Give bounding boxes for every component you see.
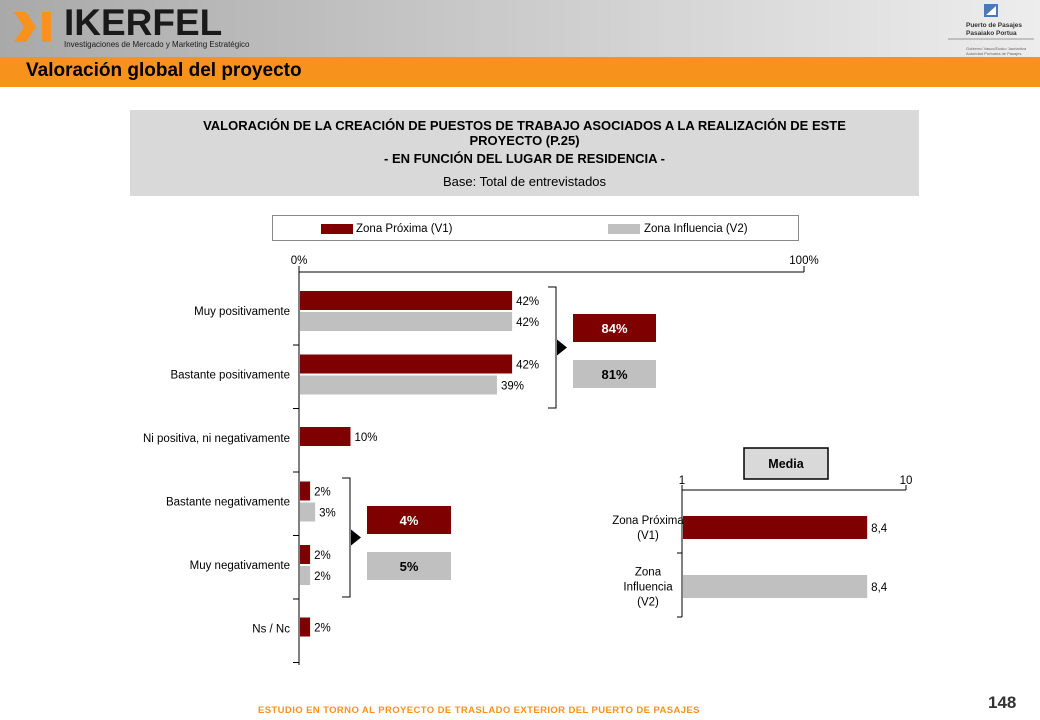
- media-bar: [683, 575, 868, 598]
- category-label: Muy positivamente: [194, 306, 290, 318]
- bar-label-v2: 42%: [516, 317, 539, 329]
- total-label-v2-positive: 81%: [601, 367, 627, 382]
- legend-swatch-v2: [608, 224, 640, 234]
- bar-label-v1: 2%: [314, 550, 331, 562]
- bar-v1: [300, 545, 311, 564]
- page-title: Valoración global del proyecto: [26, 60, 302, 81]
- subtitle-base: Base: Total de entrevistados: [442, 174, 607, 189]
- media-x-tick-label: 10: [900, 475, 913, 487]
- category-label: Ns / Nc: [252, 624, 290, 636]
- category-label: Muy negativamente: [190, 560, 290, 572]
- bracket-positive: [548, 286, 557, 409]
- media-title: Media: [768, 457, 804, 471]
- total-box-v2-negative: [367, 552, 451, 580]
- total-label-v1-positive: 84%: [601, 321, 627, 336]
- bar-label-v1: 10%: [355, 432, 378, 444]
- subtitle-line3: - EN FUNCIÓN DEL LUGAR DE RESIDENCIA -: [384, 151, 665, 166]
- x-tick-label: 100%: [789, 255, 818, 267]
- media-category-label: Influencia: [623, 582, 673, 594]
- port-subtext: Gobierno Vasco/Eusko Jaurlaritza Autorid…: [966, 46, 1026, 56]
- bar-label-v1: 42%: [516, 296, 539, 308]
- bracket-negative: [342, 477, 351, 598]
- bar-label-v1: 42%: [516, 360, 539, 372]
- total-box-v2-positive: [573, 360, 656, 388]
- media-category-label: Zona: [635, 567, 662, 579]
- legend-label-v1: Zona Próxima (V1): [356, 223, 453, 235]
- port-name-line2: Pasaiako Portua: [966, 30, 1017, 37]
- port-logo-icon: [948, 4, 1034, 40]
- media-bar: [683, 516, 868, 539]
- total-label-v2-negative: 5%: [400, 559, 419, 574]
- bar-label-v2: 2%: [314, 571, 331, 583]
- page-number: 148: [988, 693, 1017, 712]
- media-bar-label: 8,4: [871, 582, 888, 594]
- port-sub-line1: Gobierno Vasco/Eusko Jaurlaritza: [966, 46, 1027, 51]
- bracket-negative-arrow: [351, 529, 361, 546]
- subtitle-line1: VALORACIÓN DE LA CREACIÓN DE PUESTOS DE …: [203, 118, 846, 133]
- port-name: Puerto de Pasajes Pasaiako Portua: [966, 22, 1022, 38]
- bar-v2: [300, 502, 316, 522]
- category-label: Ni positiva, ni negativamente: [143, 433, 290, 445]
- chart-subtitle-box: VALORACIÓN DE LA CREACIÓN DE PUESTOS DE …: [130, 110, 919, 196]
- header-band: [0, 0, 1040, 57]
- port-sub-line2: Autoridad Portuaria de Pasajes: [966, 51, 1022, 56]
- bar-v2: [300, 375, 497, 395]
- total-label-v1-negative: 4%: [400, 513, 419, 528]
- bar-v2: [300, 566, 311, 585]
- footer-text: ESTUDIO EN TORNO AL PROYECTO DE TRASLADO…: [258, 705, 700, 716]
- total-box-v1-positive: [573, 314, 656, 342]
- total-box-v1-negative: [367, 506, 451, 534]
- subtitle-line2: PROYECTO (P.25): [469, 133, 580, 148]
- port-name-line1: Puerto de Pasajes: [966, 22, 1022, 29]
- media-bar-label: 8,4: [871, 523, 888, 535]
- x-tick-label: 0%: [291, 255, 308, 267]
- bar-label-v2: 39%: [501, 381, 524, 393]
- bar-label-v2: 3%: [319, 508, 336, 520]
- bar-v1: [300, 481, 311, 501]
- bracket-positive-arrow: [557, 339, 567, 356]
- legend-swatch-v1: [321, 224, 353, 234]
- media-x-tick-label: 1: [679, 475, 685, 487]
- media-category-label: (V2): [637, 597, 659, 609]
- media-category-label: (V1): [637, 530, 659, 542]
- title-bar: [0, 57, 1040, 87]
- logo-name: IKERFEL: [64, 2, 223, 43]
- bar-v1: [300, 427, 351, 446]
- category-label: Bastante positivamente: [170, 370, 290, 382]
- bar-v1: [300, 617, 311, 637]
- media-title-box: [743, 447, 829, 480]
- bar-label-v1: 2%: [314, 623, 331, 635]
- category-label: Bastante negativamente: [166, 497, 290, 509]
- bar-v1: [300, 291, 513, 310]
- ikerfel-logo-icon: [14, 12, 51, 42]
- logo-tagline: Investigaciones de Mercado y Marketing E…: [64, 40, 250, 49]
- bar-label-v1: 2%: [314, 487, 331, 499]
- legend: Zona Próxima (V1) Zona Influencia (V2): [272, 215, 799, 241]
- subtitle-heading: VALORACIÓN DE LA CREACIÓN DE PUESTOS DE …: [130, 116, 919, 169]
- legend-label-v2: Zona Influencia (V2): [644, 223, 748, 235]
- media-category-label: Zona Próxima: [612, 515, 684, 527]
- bar-v2: [300, 312, 513, 331]
- bar-v1: [300, 354, 513, 374]
